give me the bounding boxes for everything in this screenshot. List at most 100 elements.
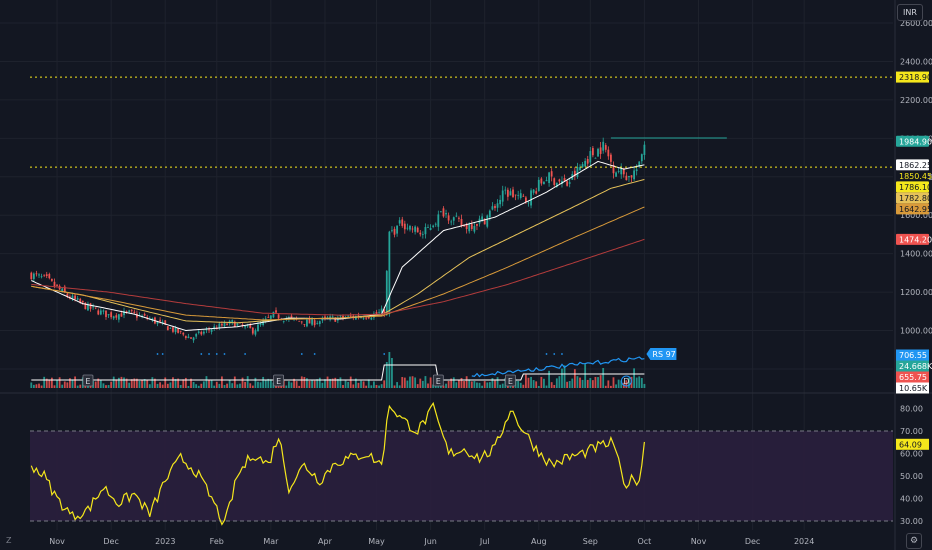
candle: [640, 154, 643, 162]
rsi-tick-label: 30.00: [900, 517, 923, 526]
price-tick-label: 1400.00: [900, 250, 932, 259]
signal-dot: [215, 353, 218, 355]
timezone-corner-label: Z: [6, 536, 12, 545]
volume-bar: [311, 380, 313, 388]
volume-bar: [553, 384, 556, 388]
volume-bar: [476, 382, 478, 388]
volume-bar: [525, 374, 527, 388]
candle: [414, 226, 417, 232]
volume-bar: [638, 376, 641, 388]
volume-bar: [543, 378, 545, 388]
candle: [589, 151, 592, 163]
volume-bar: [445, 383, 447, 388]
volume-bar: [519, 382, 522, 388]
volume-bar: [53, 385, 56, 388]
candle: [342, 315, 344, 319]
candle: [290, 315, 293, 318]
volume-bar: [455, 382, 458, 388]
volume-bar: [532, 380, 535, 388]
volume-bar: [38, 383, 40, 388]
candle: [599, 147, 602, 154]
moving-average-line: [31, 238, 645, 316]
volume-bar: [43, 376, 46, 388]
x-tick-label: Aug: [531, 537, 547, 546]
volume-bar: [326, 376, 329, 388]
event-marker-label: E: [276, 377, 281, 386]
rsi-last-label: 64.09: [899, 440, 922, 449]
volume-bar: [530, 376, 532, 388]
price-tick-label: 2600.00: [900, 19, 932, 28]
volume-bar: [401, 377, 404, 388]
volume-bar: [287, 381, 290, 388]
signal-dot: [383, 353, 386, 355]
volume-bar: [221, 376, 223, 388]
volume-bar: [452, 377, 455, 388]
x-tick-label: May: [368, 537, 385, 546]
candle: [172, 327, 174, 332]
candle: [486, 215, 489, 227]
volume-bar: [486, 382, 489, 388]
candle: [241, 324, 244, 326]
level-label: 2318.90: [899, 73, 932, 82]
rsi-tick-label: 60.00: [900, 450, 923, 459]
volume-bar: [442, 385, 445, 388]
volume-bar: [71, 379, 74, 388]
candle: [221, 323, 223, 326]
candle: [66, 293, 69, 297]
candle: [156, 321, 159, 324]
candle: [494, 205, 496, 209]
candle: [362, 318, 365, 320]
volume-axis-label: 655.75: [899, 373, 927, 382]
candle: [568, 182, 571, 184]
candle: [123, 310, 125, 316]
candle: [262, 320, 265, 326]
volume-bar: [174, 378, 177, 388]
candle: [159, 319, 161, 322]
volume-bar: [141, 379, 143, 388]
candle: [50, 278, 53, 281]
price-tick-label: 1000.00: [900, 327, 932, 336]
candle: [411, 228, 414, 230]
volume-bar: [354, 378, 357, 388]
volume-bar: [393, 385, 396, 388]
price-tick-label: 2400.00: [900, 57, 932, 66]
candle: [576, 166, 579, 177]
candle: [401, 219, 404, 226]
volume-bar: [635, 377, 638, 388]
rsi-line: [30, 401, 645, 526]
price-tick-label: 2200.00: [900, 96, 932, 105]
volume-bar: [470, 381, 473, 388]
volume-bar: [120, 376, 123, 388]
volume-bar: [545, 385, 548, 388]
volume-bar: [522, 384, 525, 388]
volume-bar: [411, 376, 414, 388]
candle: [594, 157, 597, 159]
volume-bar: [66, 382, 69, 388]
candle: [40, 276, 43, 278]
volume-bar: [61, 384, 64, 388]
volume-bar: [136, 378, 138, 388]
candle: [110, 312, 113, 318]
candle: [318, 321, 321, 324]
volume-bar: [571, 378, 574, 388]
volume-bar: [117, 377, 120, 388]
rsi-tick-label: 80.00: [900, 405, 923, 414]
volume-bar: [306, 378, 308, 388]
candle: [532, 189, 535, 193]
candle: [316, 323, 319, 324]
candle: [94, 307, 97, 309]
candle: [514, 194, 517, 196]
gear-icon[interactable]: ⚙: [906, 533, 922, 549]
candle: [313, 320, 316, 326]
volume-bar: [254, 377, 257, 388]
candle: [311, 318, 313, 325]
volume-bar: [496, 377, 499, 388]
currency-button[interactable]: INR: [897, 4, 923, 21]
candle: [396, 225, 398, 234]
candle: [35, 273, 38, 275]
candle: [527, 202, 530, 204]
candle: [213, 326, 216, 329]
volume-bar: [349, 376, 352, 388]
volume-bar: [112, 376, 115, 388]
volume-bar: [213, 385, 216, 388]
